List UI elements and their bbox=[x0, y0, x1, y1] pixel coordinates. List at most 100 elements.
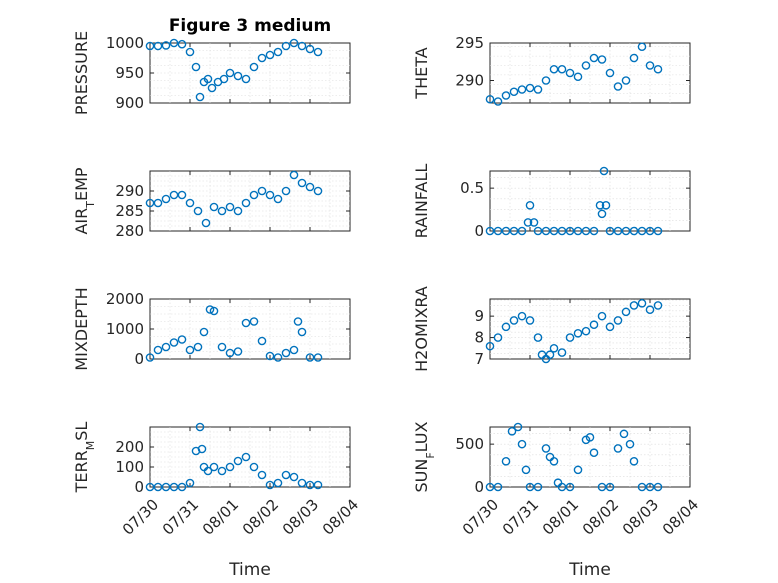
data-point bbox=[549, 64, 559, 74]
data-point bbox=[541, 444, 551, 453]
data-point bbox=[185, 198, 195, 208]
data-point bbox=[653, 226, 663, 236]
subplot-4: 0 0.5 RAINFALL bbox=[412, 164, 691, 240]
data-point bbox=[177, 39, 187, 49]
data-point bbox=[249, 462, 259, 472]
axes-background bbox=[149, 298, 351, 360]
data-point bbox=[509, 87, 519, 97]
data-point bbox=[241, 452, 251, 462]
data-point bbox=[209, 306, 219, 316]
data-point bbox=[565, 68, 575, 78]
data-point bbox=[209, 202, 219, 212]
data-point bbox=[257, 470, 267, 480]
data-point bbox=[265, 50, 275, 60]
y-tick-label: 200 bbox=[115, 438, 144, 456]
data-point bbox=[233, 206, 243, 216]
y-tick-label: 0 bbox=[474, 222, 484, 240]
axes-background bbox=[149, 42, 351, 104]
data-point bbox=[185, 345, 195, 355]
x-tick-label: 07/30 bbox=[459, 495, 502, 538]
data-point bbox=[597, 311, 607, 321]
data-point bbox=[509, 226, 519, 236]
data-point bbox=[257, 186, 267, 196]
data-point bbox=[217, 342, 227, 352]
data-point bbox=[297, 41, 307, 51]
data-point bbox=[217, 466, 227, 476]
subplot-6: 7 8 9 H2OMIXRA bbox=[412, 286, 691, 372]
subplot-5: 0 1000 2000 MIXDEPTH bbox=[72, 287, 351, 371]
data-point bbox=[501, 91, 511, 100]
data-point bbox=[629, 226, 639, 236]
data-point bbox=[565, 482, 575, 492]
data-point bbox=[493, 333, 503, 342]
data-point bbox=[595, 200, 605, 210]
data-point bbox=[605, 322, 615, 332]
data-point bbox=[145, 198, 155, 208]
data-point bbox=[541, 76, 551, 85]
data-point bbox=[145, 353, 155, 362]
data-point bbox=[637, 482, 647, 492]
x-axis-label: Time bbox=[228, 560, 271, 580]
data-point bbox=[517, 311, 527, 321]
data-point bbox=[195, 92, 205, 102]
data-point bbox=[645, 226, 655, 236]
data-point bbox=[145, 482, 155, 492]
data-point bbox=[219, 74, 229, 84]
axes-background bbox=[489, 426, 691, 488]
data-point bbox=[549, 456, 559, 466]
data-point bbox=[557, 64, 567, 74]
data-point bbox=[297, 478, 307, 488]
data-point bbox=[199, 327, 209, 337]
data-point bbox=[549, 343, 559, 353]
data-point bbox=[193, 206, 203, 216]
axes-background bbox=[149, 170, 351, 232]
data-point bbox=[645, 61, 655, 70]
y-tick-label: 7 bbox=[474, 350, 484, 368]
data-point bbox=[225, 202, 235, 212]
data-point bbox=[289, 38, 299, 48]
data-point bbox=[313, 47, 323, 57]
y-tick-label: 0 bbox=[134, 478, 144, 496]
data-point bbox=[313, 480, 323, 490]
data-point bbox=[201, 218, 211, 228]
data-point bbox=[485, 226, 495, 236]
data-point bbox=[305, 480, 315, 490]
data-point bbox=[629, 456, 639, 466]
data-point bbox=[169, 190, 179, 200]
data-point bbox=[273, 47, 283, 57]
data-point bbox=[581, 226, 591, 236]
data-point bbox=[289, 472, 299, 482]
data-point bbox=[485, 341, 495, 351]
data-point bbox=[613, 82, 623, 91]
data-point bbox=[581, 326, 591, 336]
data-point bbox=[225, 462, 235, 472]
data-point bbox=[493, 226, 503, 236]
data-point bbox=[257, 336, 267, 346]
data-point bbox=[613, 444, 623, 453]
x-tick-label: 07/30 bbox=[119, 495, 162, 538]
data-point bbox=[653, 482, 663, 492]
data-point bbox=[573, 465, 583, 475]
y-axis-label: TERRMSL bbox=[72, 422, 97, 494]
data-point bbox=[573, 226, 583, 236]
y-tick-label: 950 bbox=[115, 64, 144, 82]
data-point bbox=[249, 190, 259, 200]
data-point bbox=[281, 186, 291, 196]
data-point bbox=[249, 317, 259, 326]
data-point bbox=[653, 301, 663, 310]
data-point bbox=[605, 68, 615, 78]
y-tick-label: 1000 bbox=[106, 34, 144, 52]
data-point bbox=[557, 226, 567, 236]
subplot-1: 900 950 1000 PRESSURE Figure 3 medium bbox=[72, 16, 351, 115]
data-point bbox=[305, 353, 315, 362]
data-point bbox=[273, 353, 283, 362]
data-point bbox=[645, 482, 655, 492]
x-axis-label: Time bbox=[568, 560, 611, 580]
chart-title: Figure 3 medium bbox=[169, 16, 331, 36]
y-axis-label: THETA bbox=[412, 47, 431, 99]
data-point bbox=[217, 206, 227, 216]
data-point bbox=[529, 218, 539, 227]
data-point bbox=[573, 328, 583, 338]
data-point bbox=[185, 478, 195, 488]
data-point bbox=[305, 182, 315, 192]
